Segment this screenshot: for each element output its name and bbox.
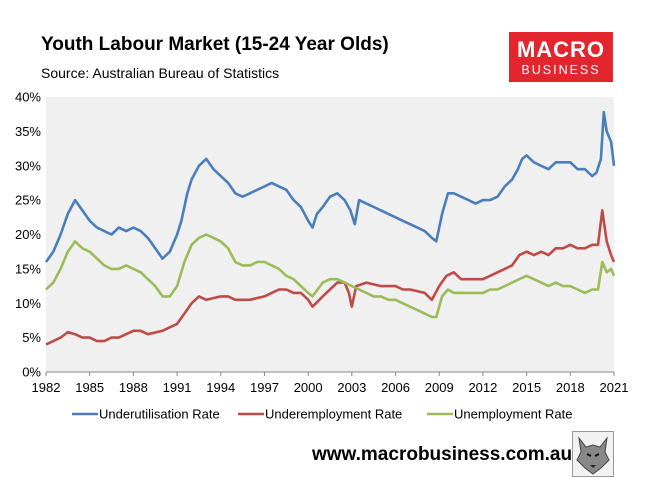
y-tick-label: 20% (15, 227, 41, 242)
x-tick-label: 2015 (512, 380, 541, 395)
y-tick-label: 10% (15, 296, 41, 311)
series-line-unemployment-rate (45, 233, 616, 319)
y-axis: 0% 5% 10% 15% 20% 25% 30% 35% 40% (15, 90, 41, 380)
x-tick-label: 1982 (32, 380, 61, 395)
series-line-underemployment-rate (45, 209, 616, 346)
x-tick-label: 2021 (600, 380, 629, 395)
chart-source: Source: Australian Bureau of Statistics (41, 65, 280, 81)
macrobusiness-logo: MACRO BUSINESS (509, 32, 613, 82)
y-tick-label: 35% (15, 124, 41, 139)
logo-top-text: MACRO (516, 37, 606, 62)
x-tick-label: 1997 (250, 380, 279, 395)
logo-bottom-text: BUSINESS (521, 63, 601, 77)
x-tick-label: 2003 (337, 380, 366, 395)
legend-label: Underutilisation Rate (99, 407, 220, 422)
x-tick-label: 2006 (381, 380, 410, 395)
website-url[interactable]: www.macrobusiness.com.au (312, 444, 573, 465)
x-tick-label: 1991 (163, 380, 192, 395)
plot-area (46, 97, 614, 372)
y-tick-label: 25% (15, 193, 41, 208)
x-tick-label: 2018 (556, 380, 585, 395)
chart-title: Youth Labour Market (15-24 Year Olds) (41, 34, 389, 55)
legend: Underutilisation Rate Underemployment Rat… (72, 407, 573, 422)
x-tick-label: 2000 (294, 380, 323, 395)
x-tick-label: 1988 (119, 380, 148, 395)
legend-label: Unemployment Rate (454, 407, 573, 422)
legend-label: Underemployment Rate (265, 407, 402, 422)
x-tick-label: 1994 (206, 380, 235, 395)
wolf-icon (572, 431, 614, 477)
x-tick-label: 2009 (425, 380, 454, 395)
x-axis: 1982 1985 1988 1991 1994 1997 2000 2003 2006 2009… (32, 372, 629, 395)
y-tick-label: 5% (22, 330, 41, 345)
series-lines (44, 110, 616, 346)
y-tick-label: 40% (15, 90, 41, 105)
y-tick-label: 30% (15, 158, 41, 173)
x-tick-label: 2012 (468, 380, 497, 395)
y-tick-label: 15% (15, 261, 41, 276)
series-line-underutilisation-rate (44, 110, 616, 263)
x-tick-label: 1985 (75, 380, 104, 395)
y-tick-label: 0% (22, 365, 41, 380)
